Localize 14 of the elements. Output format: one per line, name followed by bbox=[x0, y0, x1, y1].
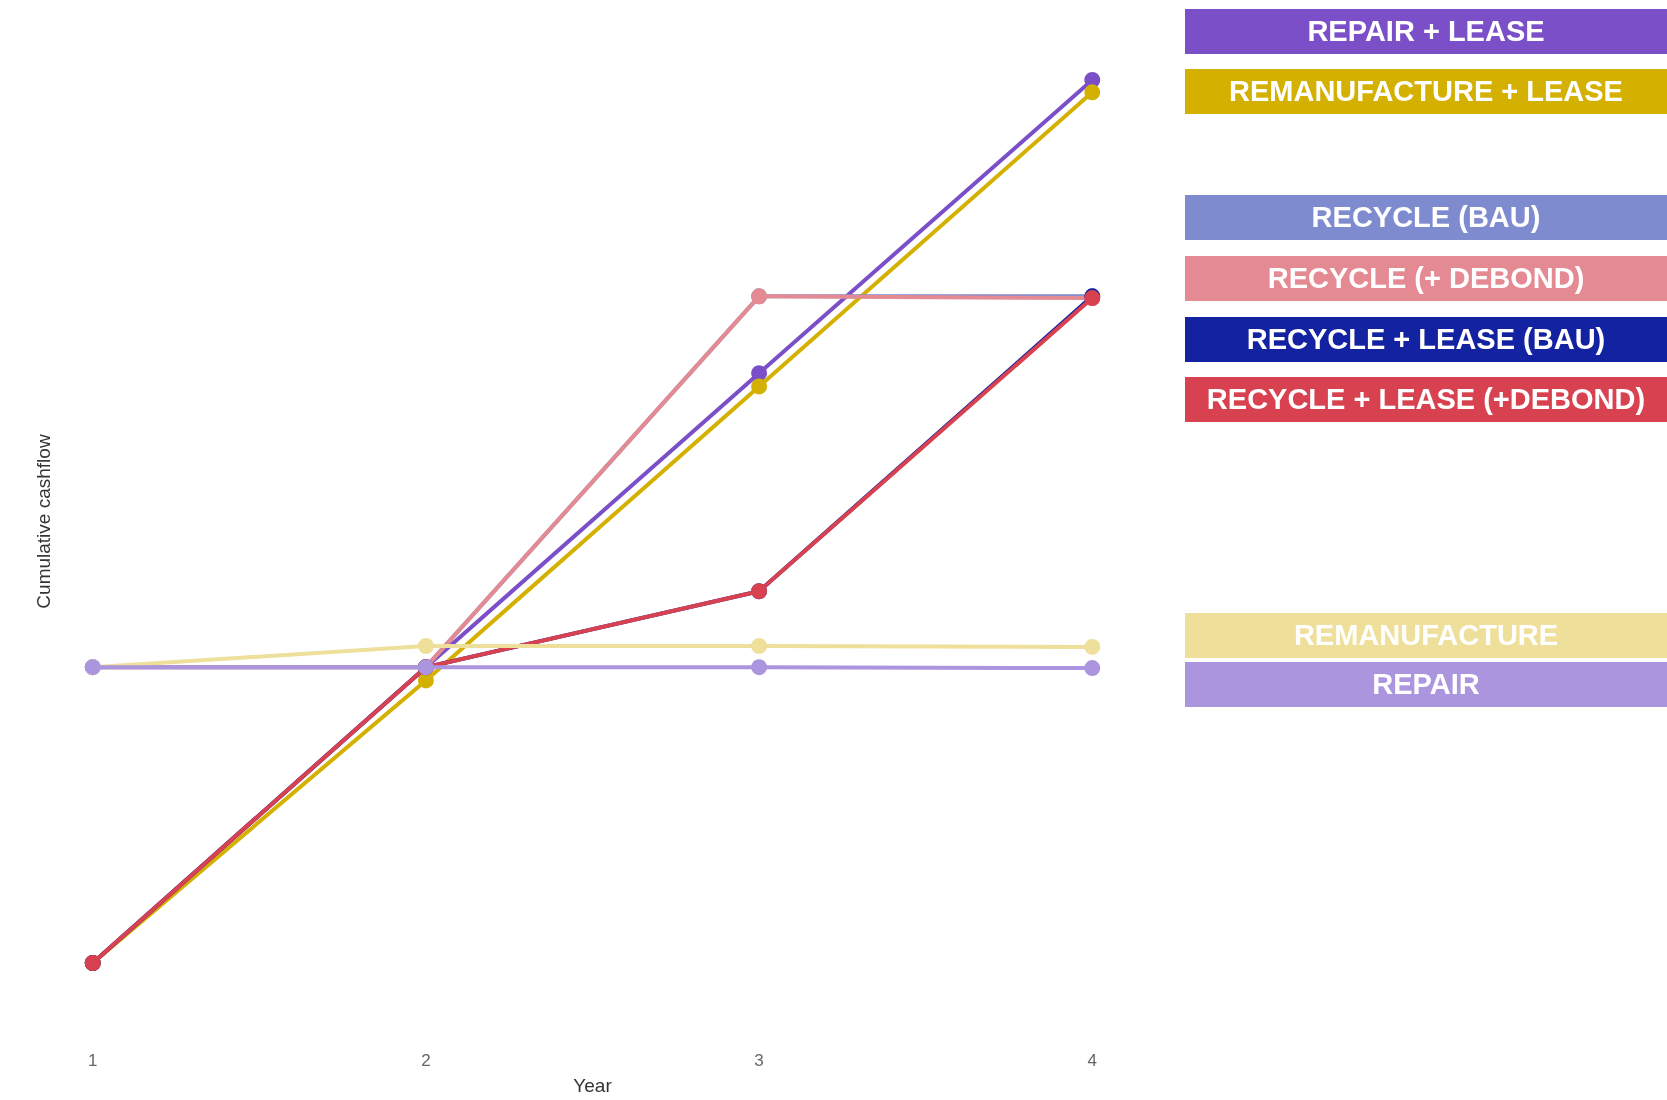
text: REPAIR bbox=[1185, 662, 1667, 707]
text: REMANUFACTURE + LEASE bbox=[1185, 69, 1667, 114]
text: RECYCLE (+ DEBOND) bbox=[1185, 256, 1667, 301]
text: REMANUFACTURE bbox=[1185, 613, 1667, 658]
text: RECYCLE + LEASE (BAU) bbox=[1185, 317, 1667, 362]
x-tick-label: 4 bbox=[1087, 1050, 1098, 1070]
text: REPAIR + LEASE bbox=[1185, 9, 1667, 54]
x-tick-label: 1 bbox=[87, 1050, 98, 1070]
x-tick-label: 2 bbox=[421, 1050, 431, 1070]
x-axis-title: Year bbox=[573, 1074, 613, 1096]
text: RECYCLE + LEASE (+DEBOND) bbox=[1185, 377, 1667, 422]
y-axis-title: Cumulative cashflow bbox=[33, 434, 55, 609]
text: RECYCLE (BAU) bbox=[1185, 195, 1667, 240]
x-tick-label: 3 bbox=[754, 1050, 764, 1070]
